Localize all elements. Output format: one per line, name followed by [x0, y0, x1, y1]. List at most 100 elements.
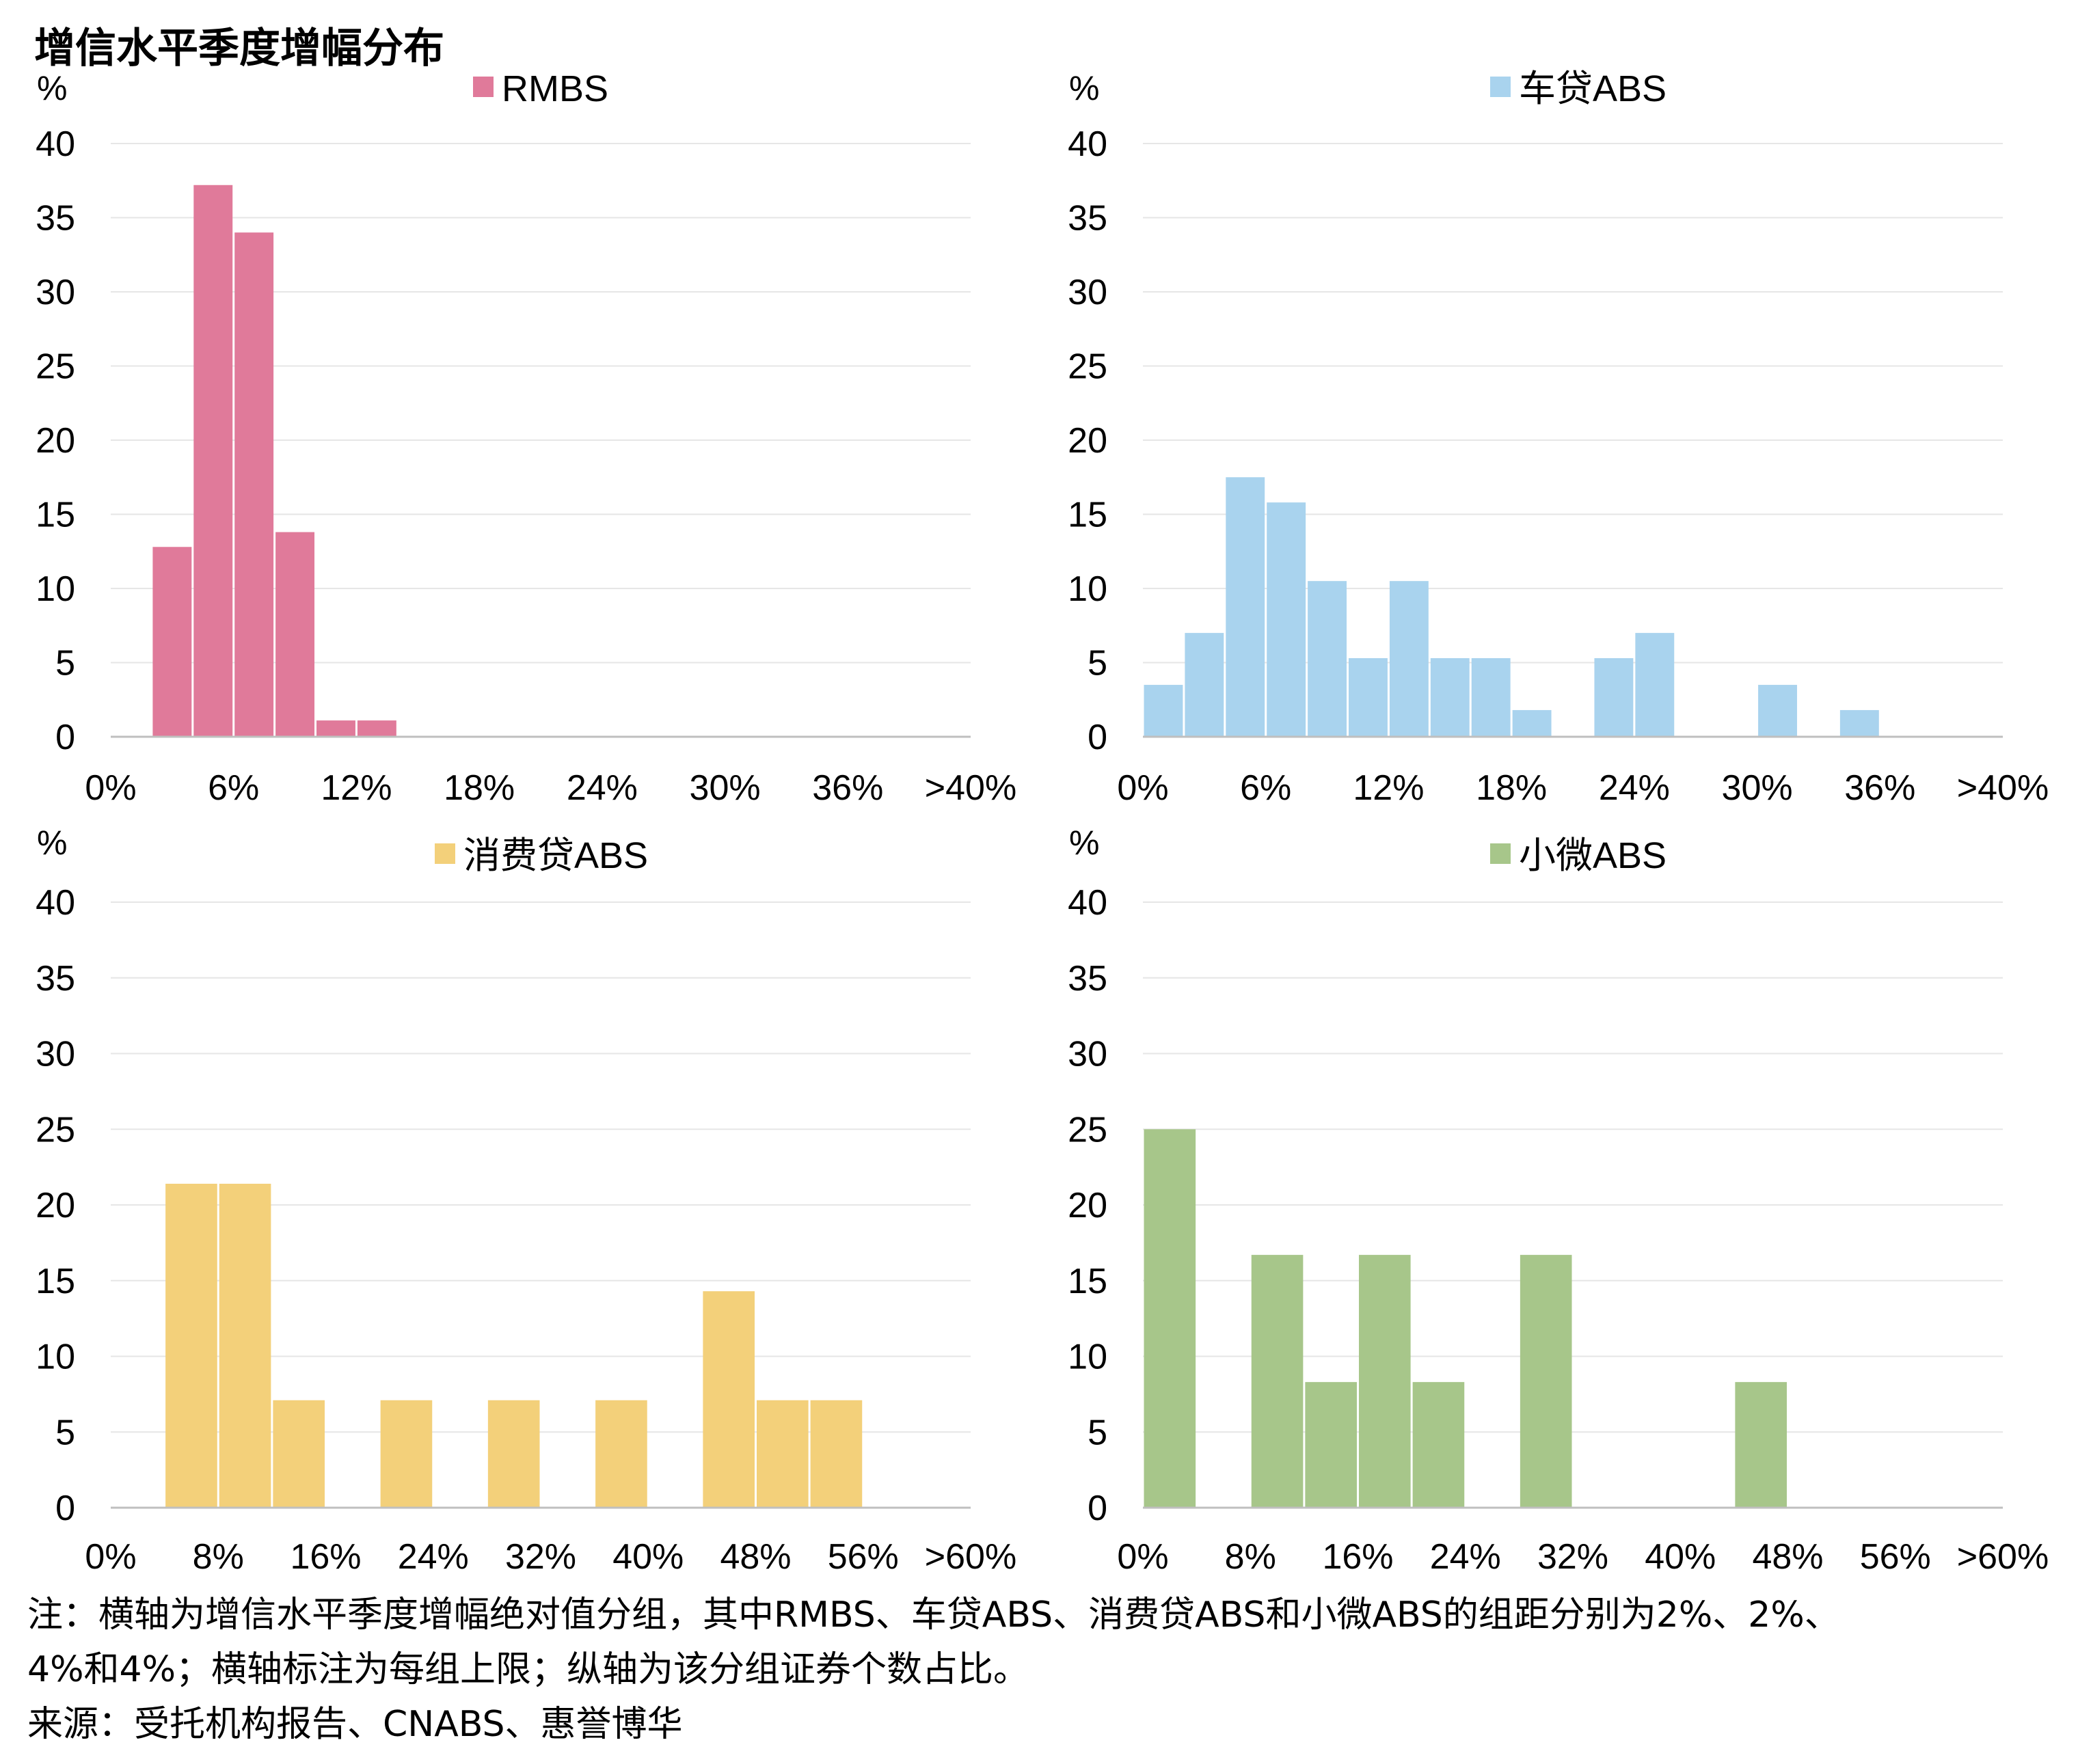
auto-loan-y-tick-label: 5: [1088, 644, 1107, 683]
auto-loan-bar: [1635, 633, 1675, 737]
auto-loan-y-tick-label: 10: [1068, 569, 1107, 609]
auto-loan-bar: [1839, 709, 1879, 737]
rmbs-y-tick-label: 35: [36, 199, 75, 239]
sme-bar: [1520, 1255, 1572, 1508]
chart-title: 增信水平季度增幅分布: [34, 25, 444, 72]
auto-loan-x-tick-label: 36%: [1844, 768, 1915, 808]
consumer-loan-x-tick-label: 8%: [193, 1537, 244, 1577]
sme-x-tick-label: 24%: [1430, 1537, 1501, 1577]
consumer-loan-bar: [380, 1400, 433, 1508]
auto-loan-x-tick-label: 18%: [1476, 768, 1547, 808]
sme-x-tick-label: >60%: [1957, 1537, 2049, 1577]
auto-loan-bar: [1144, 685, 1183, 737]
footnote-line-1: 注：横轴为增信水平季度增幅绝对值分组，其中RMBS、车贷ABS、消费贷ABS和小…: [27, 1595, 1840, 1636]
rmbs-y-axis-label: %: [37, 69, 67, 107]
rmbs-x-tick-label: 0%: [85, 768, 136, 808]
consumer-loan-bar: [487, 1400, 540, 1508]
sme-y-tick-label: 35: [1068, 959, 1107, 999]
auto-loan-bar: [1226, 477, 1265, 737]
sme-y-tick-label: 15: [1068, 1262, 1107, 1301]
auto-loan-bar: [1471, 657, 1511, 737]
auto-loan-x-tick-label: 24%: [1599, 768, 1670, 808]
auto-loan-bar: [1594, 657, 1634, 737]
rmbs-x-tick-label: >40%: [925, 768, 1016, 808]
consumer-loan-x-tick-label: 48%: [720, 1537, 791, 1577]
rmbs-y-tick-label: 25: [36, 347, 75, 387]
auto-loan-y-tick-label: 40: [1068, 124, 1107, 164]
sme-bar: [1305, 1382, 1357, 1508]
sme-x-tick-label: 56%: [1860, 1537, 1931, 1577]
auto-loan-legend-label: 车贷ABS: [1519, 68, 1667, 109]
rmbs-bar: [357, 720, 396, 737]
sme-x-tick-label: 16%: [1322, 1537, 1393, 1577]
rmbs-x-tick-label: 30%: [690, 768, 761, 808]
auto-loan-bar: [1430, 657, 1470, 737]
sme-y-tick-label: 25: [1068, 1110, 1107, 1150]
sme-x-tick-label: 48%: [1752, 1537, 1823, 1577]
sme-x-tick-label: 40%: [1645, 1537, 1716, 1577]
consumer-loan-y-tick-label: 0: [55, 1489, 75, 1528]
consumer-loan-y-tick-label: 20: [36, 1186, 75, 1225]
rmbs-y-tick-label: 5: [55, 644, 75, 683]
auto-loan-y-tick-label: 20: [1068, 421, 1107, 461]
sme-x-tick-label: 0%: [1117, 1537, 1168, 1577]
consumer-loan-x-tick-label: 0%: [85, 1537, 136, 1577]
footnote-line-2: 4%和4%；横轴标注为每组上限；纵轴为该分组证券个数占比。: [27, 1649, 1029, 1690]
consumer-loan-bar: [165, 1183, 217, 1508]
consumer-loan-x-tick-label: 16%: [290, 1537, 361, 1577]
consumer-loan-bar: [595, 1400, 647, 1508]
consumer-loan-x-tick-label: 24%: [398, 1537, 469, 1577]
auto-loan-y-tick-label: 35: [1068, 199, 1107, 239]
rmbs-legend-label: RMBS: [502, 68, 608, 109]
auto-loan-bar: [1267, 502, 1306, 737]
rmbs-x-tick-label: 12%: [321, 768, 392, 808]
sme-legend-label: 小微ABS: [1519, 835, 1667, 876]
auto-loan-x-tick-label: 6%: [1240, 768, 1291, 808]
consumer-loan-x-tick-label: >60%: [925, 1537, 1016, 1577]
auto-loan-bar: [1349, 657, 1388, 737]
auto-loan-x-tick-label: >40%: [1957, 768, 2049, 808]
rmbs-bar: [234, 232, 274, 737]
consumer-loan-y-tick-label: 30: [36, 1035, 75, 1074]
rmbs-bar: [152, 547, 192, 737]
consumer-loan-bar: [810, 1400, 863, 1508]
rmbs-x-tick-label: 24%: [567, 768, 638, 808]
sme-y-tick-label: 30: [1068, 1035, 1107, 1074]
rmbs-y-tick-label: 15: [36, 496, 75, 535]
auto-loan-y-axis-label: %: [1069, 69, 1099, 107]
consumer-loan-legend-swatch: [435, 843, 455, 864]
rmbs-x-tick-label: 18%: [444, 768, 515, 808]
source-note: 来源：受托机构报告、CNABS、惠誉博华: [27, 1704, 683, 1745]
consumer-loan-y-tick-label: 35: [36, 959, 75, 999]
consumer-loan-x-tick-label: 32%: [505, 1537, 576, 1577]
consumer-loan-x-tick-label: 56%: [828, 1537, 899, 1577]
auto-loan-legend-swatch: [1490, 77, 1511, 97]
consumer-loan-y-tick-label: 40: [36, 883, 75, 923]
consumer-loan-bar: [757, 1400, 809, 1508]
auto-loan-x-tick-label: 12%: [1353, 768, 1424, 808]
consumer-loan-legend-label: 消费贷ABS: [463, 835, 648, 876]
auto-loan-bar: [1389, 581, 1429, 737]
rmbs-bar: [316, 720, 355, 737]
sme-y-tick-label: 0: [1088, 1489, 1107, 1528]
sme-bar: [1251, 1255, 1304, 1508]
sme-x-tick-label: 8%: [1225, 1537, 1276, 1577]
auto-loan-x-tick-label: 30%: [1722, 768, 1793, 808]
sme-y-axis-label: %: [1069, 824, 1099, 862]
consumer-loan-x-tick-label: 40%: [612, 1537, 684, 1577]
rmbs-legend-swatch: [473, 77, 494, 97]
consumer-loan-y-tick-label: 5: [55, 1413, 75, 1452]
sme-y-tick-label: 10: [1068, 1338, 1107, 1377]
auto-loan-y-tick-label: 25: [1068, 347, 1107, 387]
auto-loan-y-tick-label: 30: [1068, 273, 1107, 312]
rmbs-x-tick-label: 36%: [812, 768, 883, 808]
consumer-loan-bar: [703, 1291, 755, 1508]
rmbs-y-tick-label: 40: [36, 124, 75, 164]
sme-y-tick-label: 40: [1068, 883, 1107, 923]
rmbs-y-tick-label: 30: [36, 273, 75, 312]
rmbs-y-tick-label: 0: [55, 718, 75, 757]
rmbs-bar: [275, 532, 315, 737]
auto-loan-y-tick-label: 15: [1068, 496, 1107, 535]
sme-x-tick-label: 32%: [1537, 1537, 1608, 1577]
